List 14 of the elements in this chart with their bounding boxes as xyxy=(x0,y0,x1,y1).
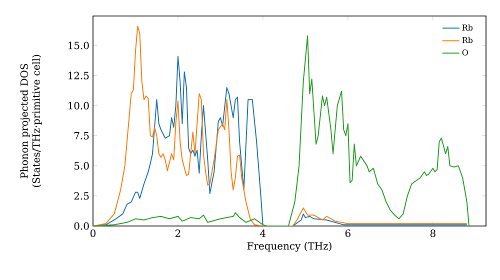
x-axis-title: Frequency (THz) xyxy=(247,242,332,252)
x-tick-label: 2 xyxy=(175,230,180,237)
x-tick-label: 8 xyxy=(430,230,436,238)
y-axis-title: Phonon projected DOS (States/THz·primitive cell) xyxy=(20,55,42,187)
x-tick-label: 4 xyxy=(260,230,266,237)
y-tick-label: 5.0 xyxy=(74,162,89,170)
y-tick-label: 2.5 xyxy=(74,192,89,200)
y-tick-label: 15.0 xyxy=(68,42,89,50)
y-tick-label: 10.0 xyxy=(68,102,89,110)
x-tick-label: 0 xyxy=(90,230,96,238)
y-tick-label: 0.0 xyxy=(74,222,89,230)
x-tick-label: 6 xyxy=(345,230,350,238)
y-tick-label: 7.5 xyxy=(74,132,89,140)
y-tick-label: 12.5 xyxy=(68,72,89,80)
